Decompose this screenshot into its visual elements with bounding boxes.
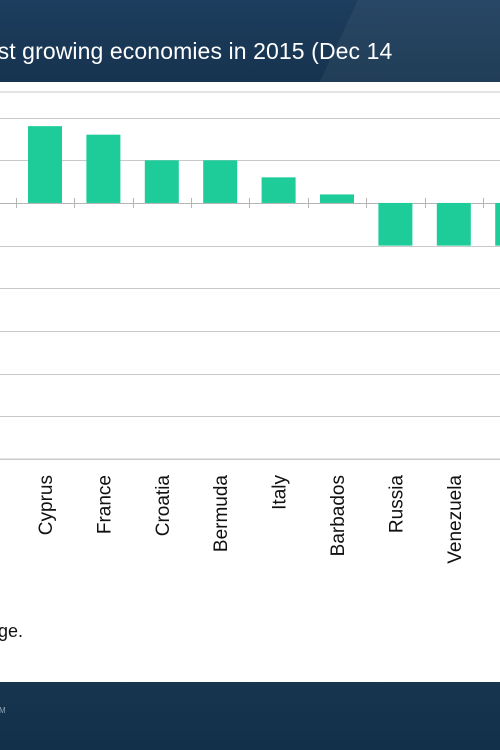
title-bar: west growing economies in 2015 (Dec 14 (0, 0, 500, 82)
bar-italy (261, 177, 296, 203)
bar-venezuela (436, 202, 471, 246)
bar-barbados (320, 194, 354, 203)
category-label: Bermuda (211, 475, 232, 553)
category-label: Croatia (153, 475, 174, 537)
footer-mark: M (0, 706, 6, 715)
category-label: Venezuela (445, 475, 466, 564)
chart-title: west growing economies in 2015 (Dec 14 (0, 38, 393, 64)
category-labels: Cyprus France Croatia Bermuda Italy Barbados R… (36, 475, 466, 564)
category-label: Barbados (328, 475, 349, 556)
bar-russia (378, 202, 413, 246)
grid-lines (0, 91, 500, 460)
plot-area-border (0, 91, 500, 460)
bar-bermuda (203, 160, 238, 203)
bar-unlabeled (495, 202, 500, 246)
bar-cyprus (28, 126, 62, 203)
footer-bar: M (0, 682, 500, 750)
category-label: France (94, 475, 115, 534)
category-label: Cyprus (36, 475, 57, 535)
bar-chart: Cyprus France Croatia Bermuda Italy Barbados R… (0, 91, 500, 564)
bar-france (86, 134, 121, 203)
category-label: Russia (386, 475, 407, 534)
bars (28, 126, 500, 246)
footnote: ge. (0, 621, 24, 641)
category-label: Italy (270, 475, 291, 510)
bar-croatia (144, 160, 179, 203)
